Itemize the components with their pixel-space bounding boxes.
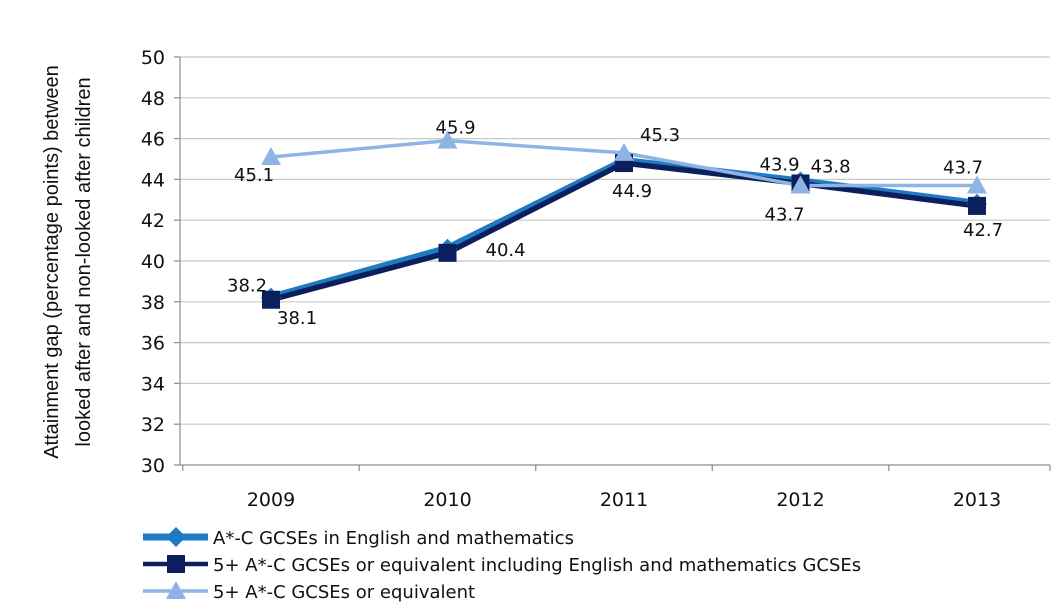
data-labels: 38.2 43.9 38.1 40.4 44.9 43.8 42.7 45.1 45.9 45.3… bbox=[227, 118, 1003, 329]
data-label-series-3-2013: 43.7 bbox=[943, 158, 983, 179]
x-tick-label-2010: 2010 bbox=[423, 489, 471, 511]
grid-lines bbox=[180, 56, 1050, 425]
data-label-series-3-2012: 43.7 bbox=[765, 205, 805, 226]
series-2-point-2009 bbox=[262, 290, 280, 309]
series-3-point-2013 bbox=[967, 175, 987, 194]
y-tick-label-32: 32 bbox=[141, 414, 165, 436]
legend-label-2: 5+ A*-C GCSEs or equivalent including En… bbox=[213, 555, 861, 576]
series-3-point-2011 bbox=[614, 142, 634, 161]
legend-label-3: 5+ A*-C GCSEs or equivalent bbox=[213, 582, 475, 603]
x-tick-label-2009: 2009 bbox=[247, 489, 295, 511]
legend-marker-2 bbox=[167, 555, 185, 573]
y-tick-label-50: 50 bbox=[141, 47, 165, 69]
y-axis-label-line-1: Attainment gap (percentage points) betwe… bbox=[41, 65, 63, 459]
data-label-series-3-2011: 45.3 bbox=[640, 125, 680, 146]
y-tick-label-34: 34 bbox=[141, 373, 165, 395]
data-label-series-2-2010: 40.4 bbox=[486, 240, 526, 261]
legend-marker-1 bbox=[166, 527, 186, 547]
data-label-series-1-2012: 43.9 bbox=[760, 154, 800, 175]
data-label-series-2-2009: 38.1 bbox=[277, 308, 317, 329]
x-axis-ticks: 2009 2010 2011 2012 2013 bbox=[247, 489, 1001, 511]
y-tick-label-46: 46 bbox=[141, 129, 165, 151]
x-tick-label-2013: 2013 bbox=[953, 489, 1001, 511]
legend: A*-C GCSEs in English and mathematics 5+ … bbox=[143, 527, 861, 603]
y-tick-label-42: 42 bbox=[141, 210, 165, 232]
data-label-series-3-2010: 45.9 bbox=[436, 118, 476, 139]
legend-label-1: A*-C GCSEs in English and mathematics bbox=[213, 528, 574, 549]
y-tick-label-40: 40 bbox=[141, 251, 165, 273]
y-tick-label-44: 44 bbox=[141, 169, 165, 191]
data-label-series-2-2012: 43.8 bbox=[811, 156, 851, 177]
axes bbox=[174, 56, 1051, 471]
y-axis-ticks: 30 32 34 36 38 40 42 44 46 48 50 bbox=[141, 47, 165, 477]
x-tick-label-2011: 2011 bbox=[600, 489, 648, 511]
y-tick-label-30: 30 bbox=[141, 455, 165, 477]
series-2-point-2013 bbox=[968, 196, 986, 215]
y-tick-label-36: 36 bbox=[141, 333, 165, 355]
y-tick-label-38: 38 bbox=[141, 292, 165, 314]
legend-marker-3 bbox=[166, 581, 186, 599]
series-group bbox=[261, 130, 987, 309]
series-3-point-2009 bbox=[261, 146, 281, 165]
y-tick-label-48: 48 bbox=[141, 88, 165, 110]
series-2-point-2010 bbox=[438, 243, 457, 262]
y-axis-label-line-2: looked after and non-looked after childr… bbox=[73, 77, 95, 446]
data-label-series-2-2013: 42.7 bbox=[963, 220, 1003, 241]
data-label-series-3-2009: 45.1 bbox=[234, 165, 274, 186]
x-tick-label-2012: 2012 bbox=[776, 489, 824, 511]
series-3-point-2012 bbox=[790, 175, 811, 194]
data-label-series-2-2011: 44.9 bbox=[612, 181, 652, 202]
data-label-series-1-2009: 38.2 bbox=[227, 276, 267, 297]
series-3-point-2010 bbox=[437, 130, 458, 149]
